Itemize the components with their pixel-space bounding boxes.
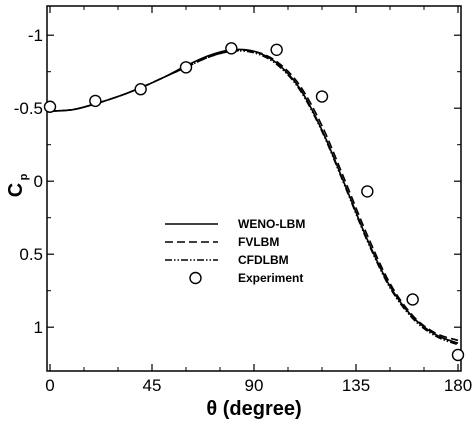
y-tick-label: 1 [34, 318, 43, 337]
legend-label-fvlbm: FVLBM [238, 235, 279, 249]
plot-frame [46, 5, 462, 372]
legend-label-cfdlbm: CFDLBM [238, 253, 289, 267]
experiment-point [315, 90, 329, 103]
experiment-markers [43, 42, 465, 362]
y-tick-label: 0 [34, 172, 43, 191]
x-tick-label: 180 [444, 376, 472, 395]
legend: WENO-LBM FVLBM CFDLBM Experiment [165, 217, 305, 285]
x-tick-label: 0 [45, 376, 54, 395]
experiment-point [406, 293, 419, 306]
y-axis-label-main: C [5, 183, 27, 197]
legend-label-weno-lbm: WENO-LBM [238, 217, 305, 231]
experiment-point [225, 42, 238, 55]
y-tick-label: 0.5 [19, 245, 43, 264]
y-tick-label: -1 [28, 26, 43, 45]
experiment-point [89, 94, 102, 108]
y-axis-label: C p [5, 173, 30, 197]
experiment-point [270, 43, 283, 56]
cfdlbm-line [49, 50, 459, 346]
legend-label-experiment: Experiment [238, 271, 303, 285]
x-tick-label: 135 [342, 376, 370, 395]
x-tick-label: 45 [143, 376, 162, 395]
experiment-point [43, 100, 57, 113]
y-tick-label: -0.5 [14, 99, 43, 118]
experiment-point [134, 83, 147, 96]
y-axis-label-subscript: p [18, 173, 30, 180]
x-tick-label: 90 [245, 376, 264, 395]
x-axis-label: θ (degree) [206, 398, 301, 420]
legend-swatch-experiment [189, 271, 202, 285]
series-lines [49, 48, 459, 346]
experiment-point [179, 61, 193, 74]
experiment-point [361, 185, 374, 198]
experiment-point [451, 348, 465, 362]
axis-ticks: 0 45 90 135 180 -1 -0.5 0 0.5 1 [14, 6, 472, 395]
